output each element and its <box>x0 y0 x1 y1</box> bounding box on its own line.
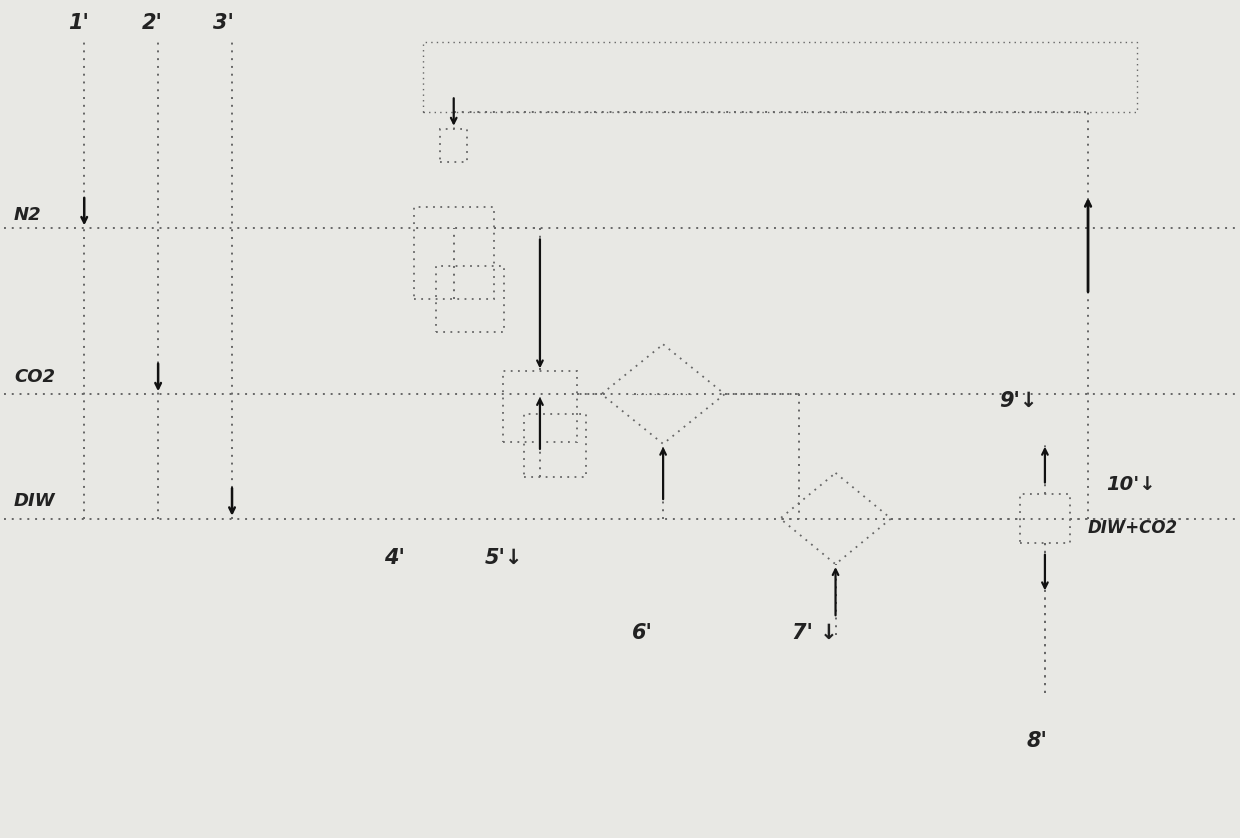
Bar <box>414 208 494 298</box>
Text: 1': 1' <box>68 13 88 34</box>
Text: 3': 3' <box>213 13 234 34</box>
Text: 4': 4' <box>383 548 404 568</box>
Text: 2': 2' <box>141 13 162 34</box>
Text: N2: N2 <box>14 206 42 224</box>
Bar <box>440 128 467 162</box>
Text: 6': 6' <box>632 623 653 643</box>
Text: CO2: CO2 <box>14 368 55 385</box>
Text: 10'↓: 10'↓ <box>1106 474 1156 494</box>
Text: 9'↓: 9'↓ <box>999 391 1038 411</box>
Bar <box>1021 494 1070 544</box>
Text: DIW: DIW <box>14 492 56 510</box>
Text: 7' ↓: 7' ↓ <box>792 623 838 643</box>
Text: 5'↓: 5'↓ <box>485 548 523 568</box>
Text: 8': 8' <box>1027 731 1048 751</box>
Bar <box>525 415 585 477</box>
Bar <box>503 371 577 442</box>
Bar <box>423 42 1137 112</box>
Text: DIW+CO2: DIW+CO2 <box>1087 519 1178 537</box>
Bar <box>436 266 503 332</box>
